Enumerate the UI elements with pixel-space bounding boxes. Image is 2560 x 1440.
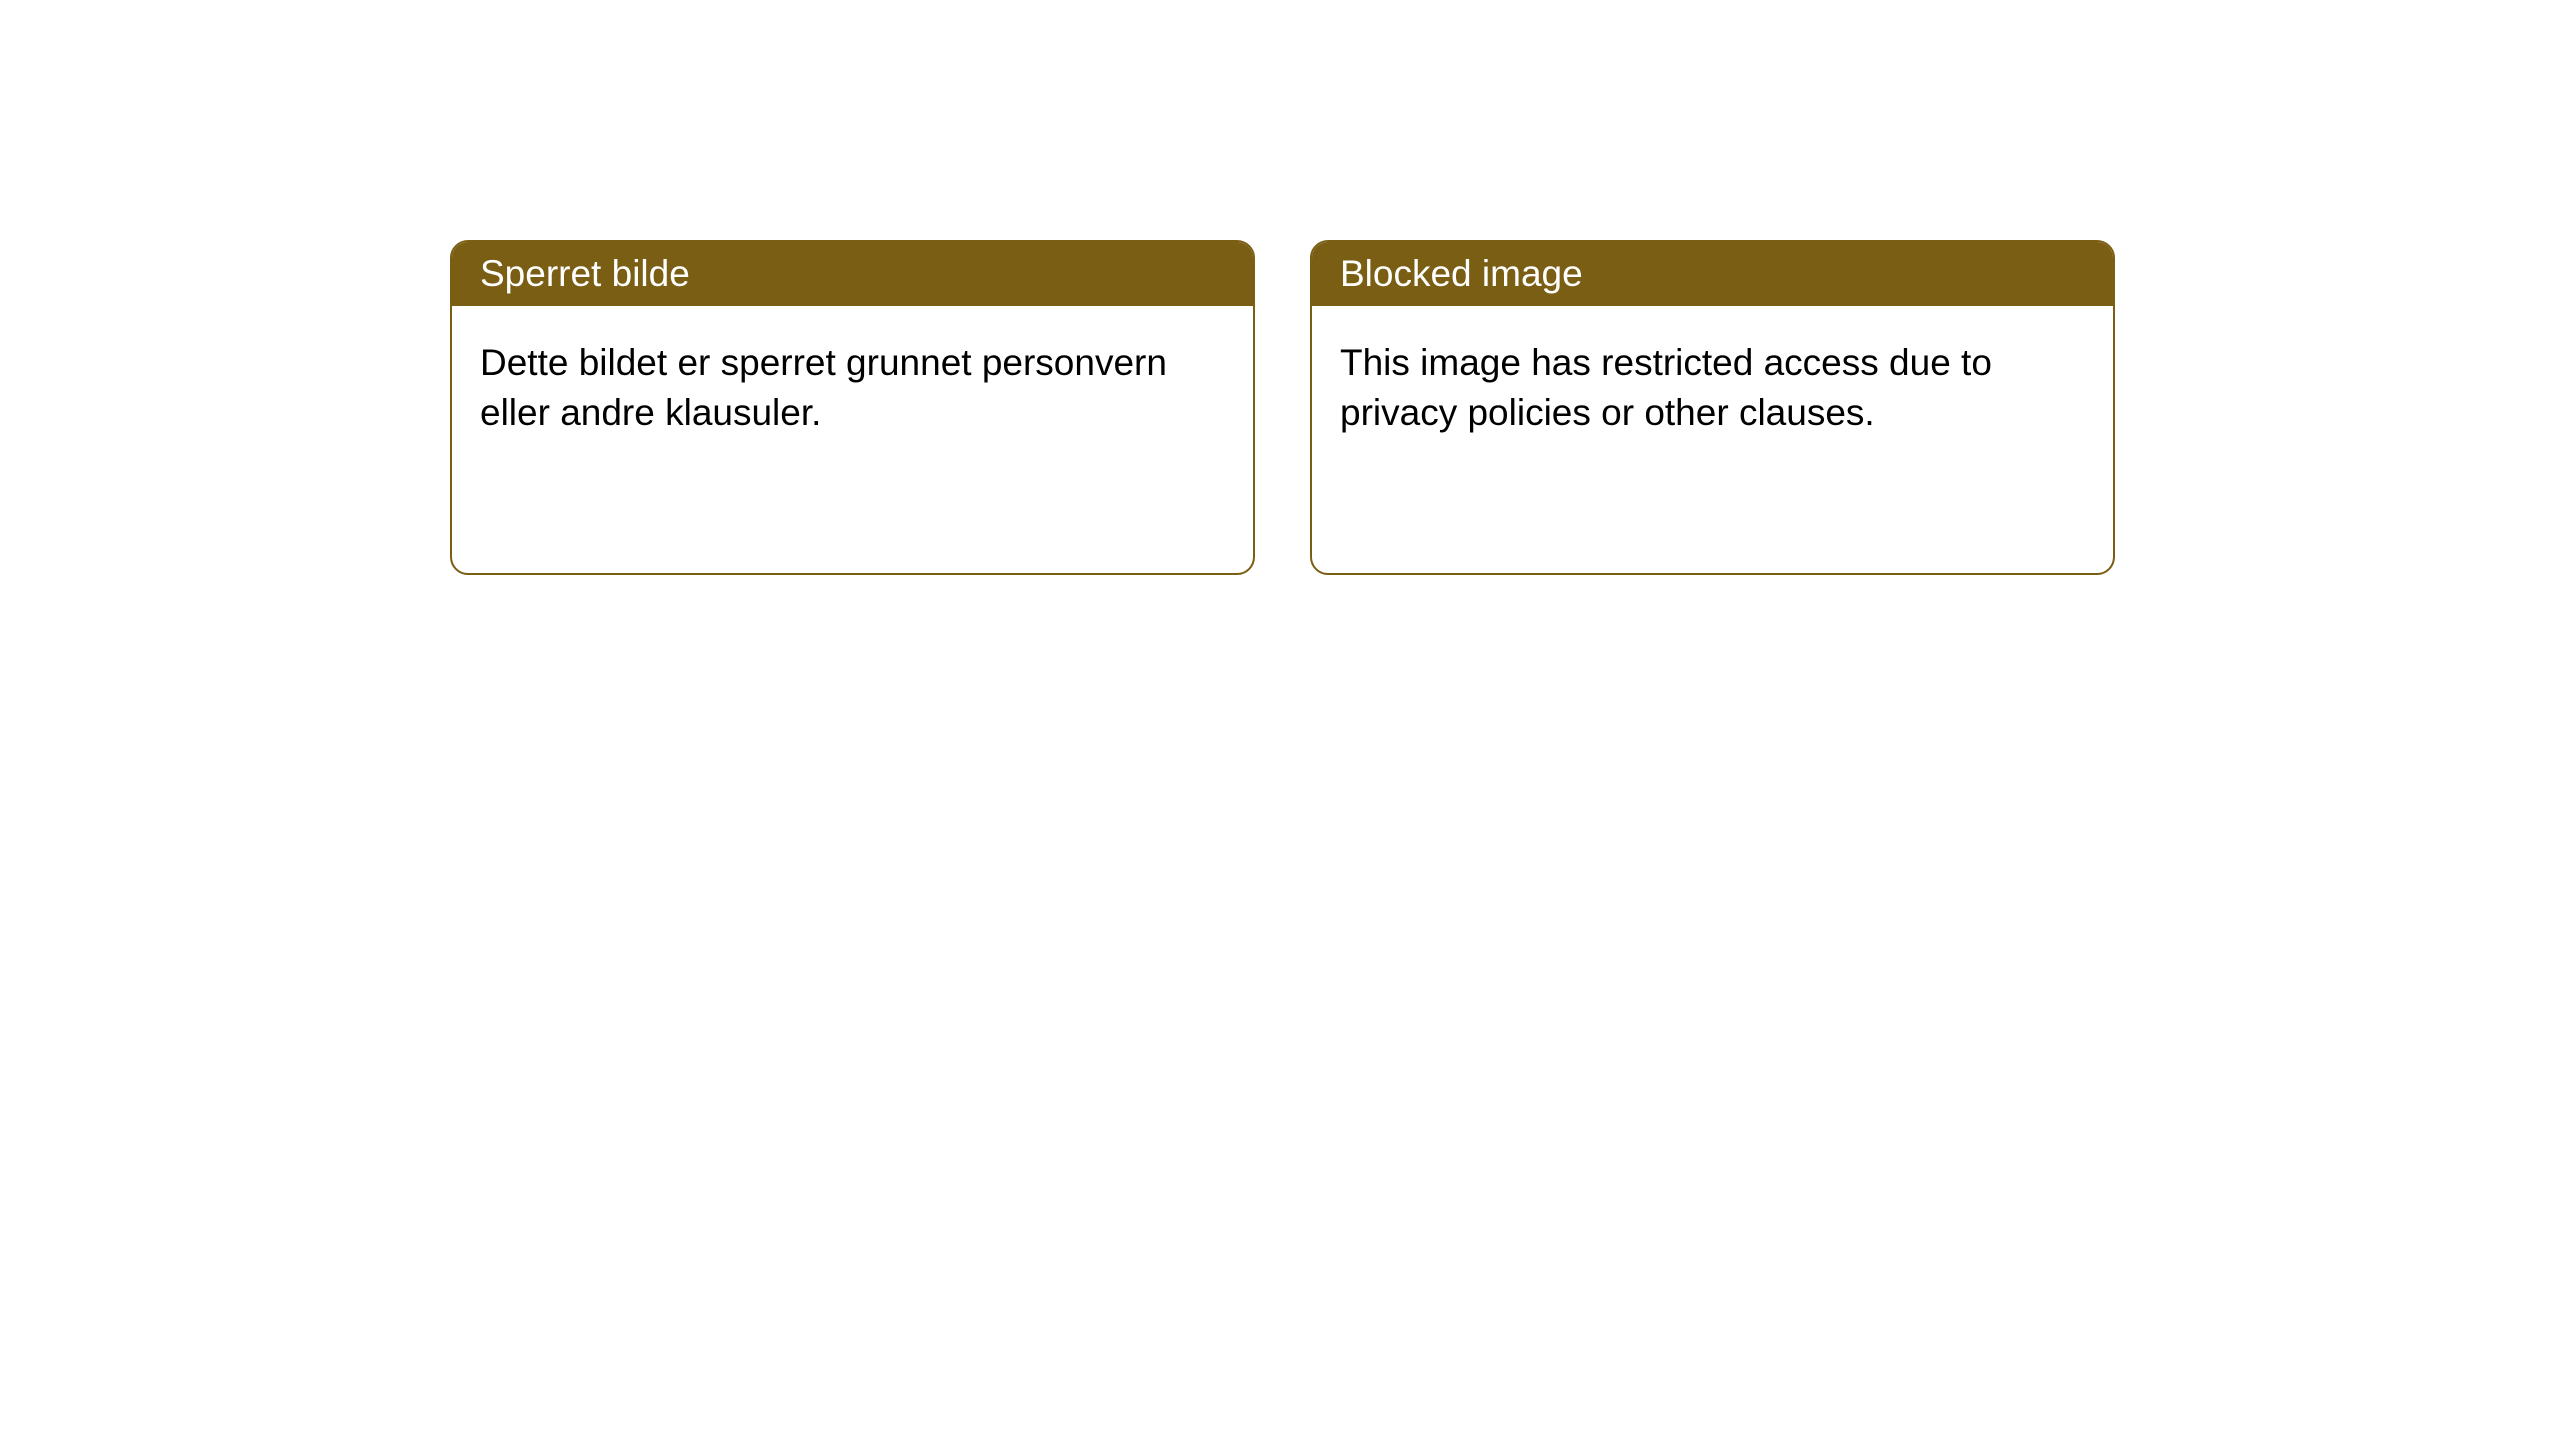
- notice-cards-container: Sperret bilde Dette bildet er sperret gr…: [0, 0, 2560, 575]
- notice-card-english: Blocked image This image has restricted …: [1310, 240, 2115, 575]
- notice-card-header: Blocked image: [1312, 242, 2113, 306]
- notice-card-message: Dette bildet er sperret grunnet personve…: [480, 342, 1167, 433]
- notice-card-body: This image has restricted access due to …: [1312, 306, 2113, 470]
- notice-card-norwegian: Sperret bilde Dette bildet er sperret gr…: [450, 240, 1255, 575]
- notice-card-title: Sperret bilde: [480, 253, 690, 294]
- notice-card-body: Dette bildet er sperret grunnet personve…: [452, 306, 1253, 470]
- notice-card-title: Blocked image: [1340, 253, 1583, 294]
- notice-card-header: Sperret bilde: [452, 242, 1253, 306]
- notice-card-message: This image has restricted access due to …: [1340, 342, 1992, 433]
